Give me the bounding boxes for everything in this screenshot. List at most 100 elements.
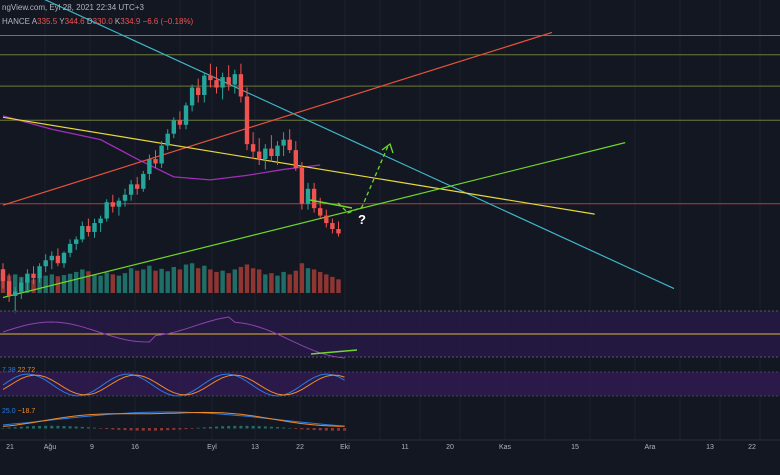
- candle-body: [165, 133, 170, 146]
- volume-bar: [311, 269, 317, 293]
- x-tick-label: Ağu: [44, 444, 57, 451]
- volume-bar: [177, 269, 183, 293]
- x-tick-label: Kas: [499, 444, 512, 451]
- macd-histogram-bar: [288, 427, 292, 429]
- candle-body: [269, 148, 274, 157]
- volume-bar: [214, 271, 219, 293]
- x-tick-label: Eyl: [207, 444, 217, 451]
- stoch-d-value: 22.72: [17, 367, 36, 374]
- macd-histogram-bar: [147, 428, 151, 431]
- macd-readout: 25.0 −18.7: [2, 408, 35, 415]
- candle-body: [232, 74, 237, 85]
- volume-bar: [49, 274, 54, 293]
- macd-signal-line: [2, 411, 345, 427]
- macd-histogram-bar: [135, 428, 139, 431]
- candle-body: [336, 229, 341, 234]
- macd-histogram-bar: [269, 426, 273, 429]
- moving-average-line: [2, 115, 321, 181]
- volume-bar: [128, 268, 134, 293]
- candle-body: [61, 252, 67, 264]
- candle-body: [257, 151, 262, 160]
- candle-body: [214, 80, 219, 88]
- macd-histogram-bar: [160, 428, 164, 431]
- candle-body: [159, 145, 164, 164]
- volume-bar: [202, 265, 207, 293]
- x-tick-label: Eki: [340, 444, 350, 451]
- macd-histogram-bar: [129, 428, 133, 431]
- candle-body: [6, 281, 12, 296]
- candle-body: [0, 269, 6, 282]
- macd-histogram-bar: [74, 426, 78, 429]
- stoch-d-line: [2, 374, 345, 396]
- volume-bar: [110, 274, 115, 293]
- macd-histogram-bar: [215, 426, 218, 429]
- macd-histogram-bar: [196, 427, 200, 429]
- ohlc-change: −6.6 (−0.18%): [142, 17, 194, 26]
- volume-bar: [275, 275, 280, 293]
- rsi-divergence-line: [310, 349, 358, 355]
- candle-body: [324, 215, 329, 224]
- volume-bar: [232, 269, 237, 293]
- candle-body: [80, 226, 85, 240]
- candle-body: [177, 120, 183, 125]
- x-tick-label: 13: [706, 444, 714, 451]
- candle-body: [299, 167, 305, 204]
- macd-histogram-bar: [38, 425, 42, 429]
- rsi-line: [2, 316, 345, 359]
- volume-bar: [238, 266, 244, 293]
- volume-bar: [86, 271, 91, 293]
- macd-histogram-bar: [13, 427, 17, 429]
- volume-bar: [287, 274, 292, 293]
- macd-histogram-bar: [208, 426, 212, 429]
- macd-histogram-bar: [245, 425, 249, 429]
- volume-bar: [305, 268, 311, 293]
- candle-body: [141, 173, 146, 189]
- volume-bar: [98, 275, 103, 293]
- volume-bar: [31, 279, 36, 293]
- macd-line: [2, 411, 345, 427]
- macd-histogram-bar: [330, 428, 334, 431]
- volume-bar: [244, 264, 250, 293]
- stoch-k-line: [2, 373, 345, 397]
- volume-bar: [37, 277, 42, 293]
- volume-bar: [330, 276, 335, 293]
- candle-body: [135, 184, 140, 189]
- candle-body: [153, 159, 158, 164]
- candle-body: [171, 120, 176, 134]
- macd-histogram-bar: [50, 425, 54, 429]
- trendline-blue: [44, 0, 675, 290]
- volume-bar: [67, 273, 73, 293]
- volume-bar: [220, 270, 225, 293]
- macd-histogram-bar: [117, 428, 121, 430]
- volume-bar: [318, 271, 323, 293]
- candle-body: [86, 226, 91, 232]
- volume-bar: [263, 274, 268, 293]
- candle-body: [238, 74, 244, 97]
- macd-histogram-bar: [111, 428, 115, 430]
- macd-histogram-bar: [86, 427, 90, 429]
- candle-body: [116, 200, 122, 207]
- volume-bar: [153, 270, 158, 293]
- macd-histogram-bar: [294, 428, 298, 429]
- x-tick-label: 15: [571, 444, 579, 451]
- volume-bar: [159, 268, 164, 293]
- candle-body: [147, 159, 152, 174]
- macd-histogram-bar: [178, 428, 182, 430]
- ohlc-low: 330.0: [92, 17, 113, 26]
- candle-body: [98, 218, 103, 224]
- macd-histogram-bar: [7, 427, 11, 429]
- macd-histogram-bar: [99, 428, 103, 429]
- volume-bar: [189, 263, 195, 293]
- volume-bar: [293, 270, 298, 293]
- candle-body: [55, 255, 61, 264]
- volume-bar: [43, 275, 48, 293]
- macd-histogram-bar: [123, 428, 127, 431]
- x-tick-label: 9: [90, 444, 94, 451]
- volume-bar: [104, 272, 109, 293]
- candle-body: [275, 145, 280, 157]
- volume-bar: [13, 274, 18, 293]
- macd-histogram-bar: [141, 428, 145, 431]
